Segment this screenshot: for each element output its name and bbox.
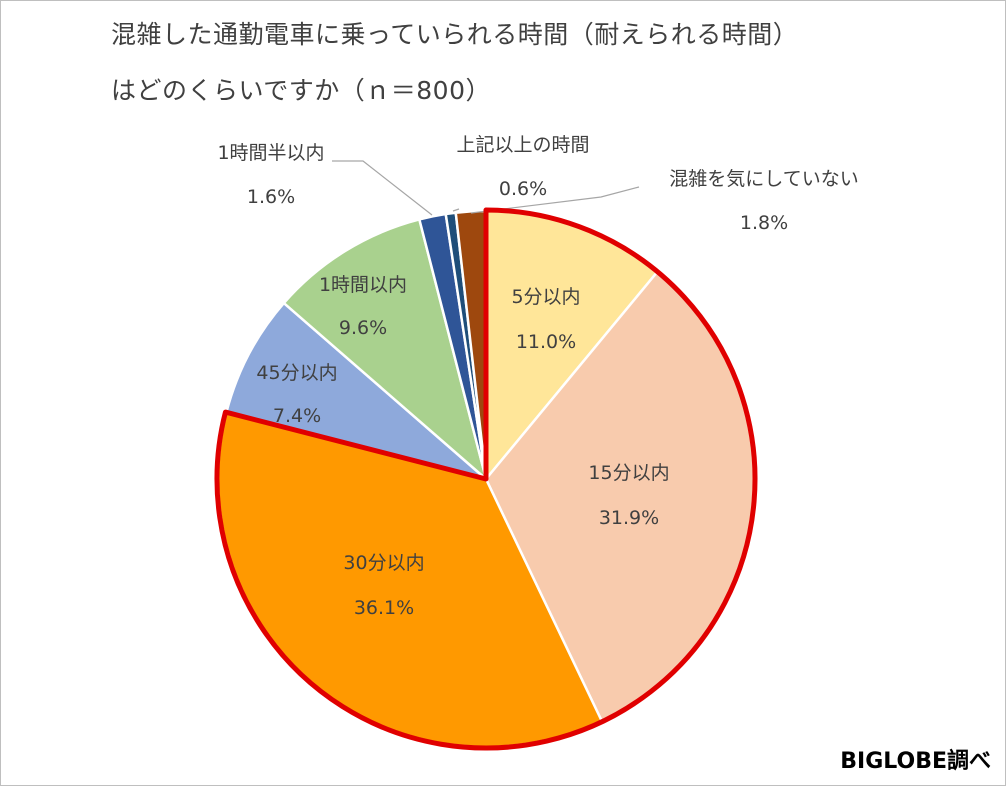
leader-line-6 — [332, 160, 433, 216]
slice-label-5: 1時間以内 — [319, 274, 407, 296]
slice-label-2: 15分以内 — [588, 462, 669, 484]
leader-line-7 — [452, 208, 460, 212]
source-credit: BIGLOBE調べ — [840, 749, 991, 774]
chart-subtitle: はどのくらいですか（ｎ＝800） — [111, 76, 491, 105]
slice-label-8: 混雑を気にしていない — [669, 168, 858, 190]
highlight-outline — [214, 207, 758, 751]
slice-value-1: 11.0% — [516, 331, 576, 353]
chart-title: 混雑した通勤電車に乗っていられる時間（耐えられる時間） — [111, 20, 799, 49]
slice-labels: 5分以内 11.0% 15分以内 31.9% 30分以内 36.1% 45分以内 7.4% 1時… — [217, 134, 858, 619]
slice-label-3: 30分以内 — [343, 552, 424, 574]
slice-label-7: 上記以上の時間 — [456, 134, 589, 156]
slice-label-4: 45分以内 — [256, 362, 337, 384]
slice-label-6: 1時間半以内 — [217, 142, 324, 164]
slice-value-5: 9.6% — [339, 317, 387, 339]
slice-label-1: 5分以内 — [511, 286, 580, 308]
leader-line-8 — [470, 186, 640, 214]
slice-value-8: 1.8% — [740, 212, 788, 234]
slice-value-7: 0.6% — [499, 178, 547, 200]
leader-lines — [332, 160, 640, 216]
pie-slice-4 — [224, 301, 487, 481]
slice-value-6: 1.6% — [247, 186, 295, 208]
slice-value-4: 7.4% — [273, 405, 321, 427]
slice-value-3: 36.1% — [354, 597, 414, 619]
slice-value-2: 31.9% — [599, 507, 659, 529]
